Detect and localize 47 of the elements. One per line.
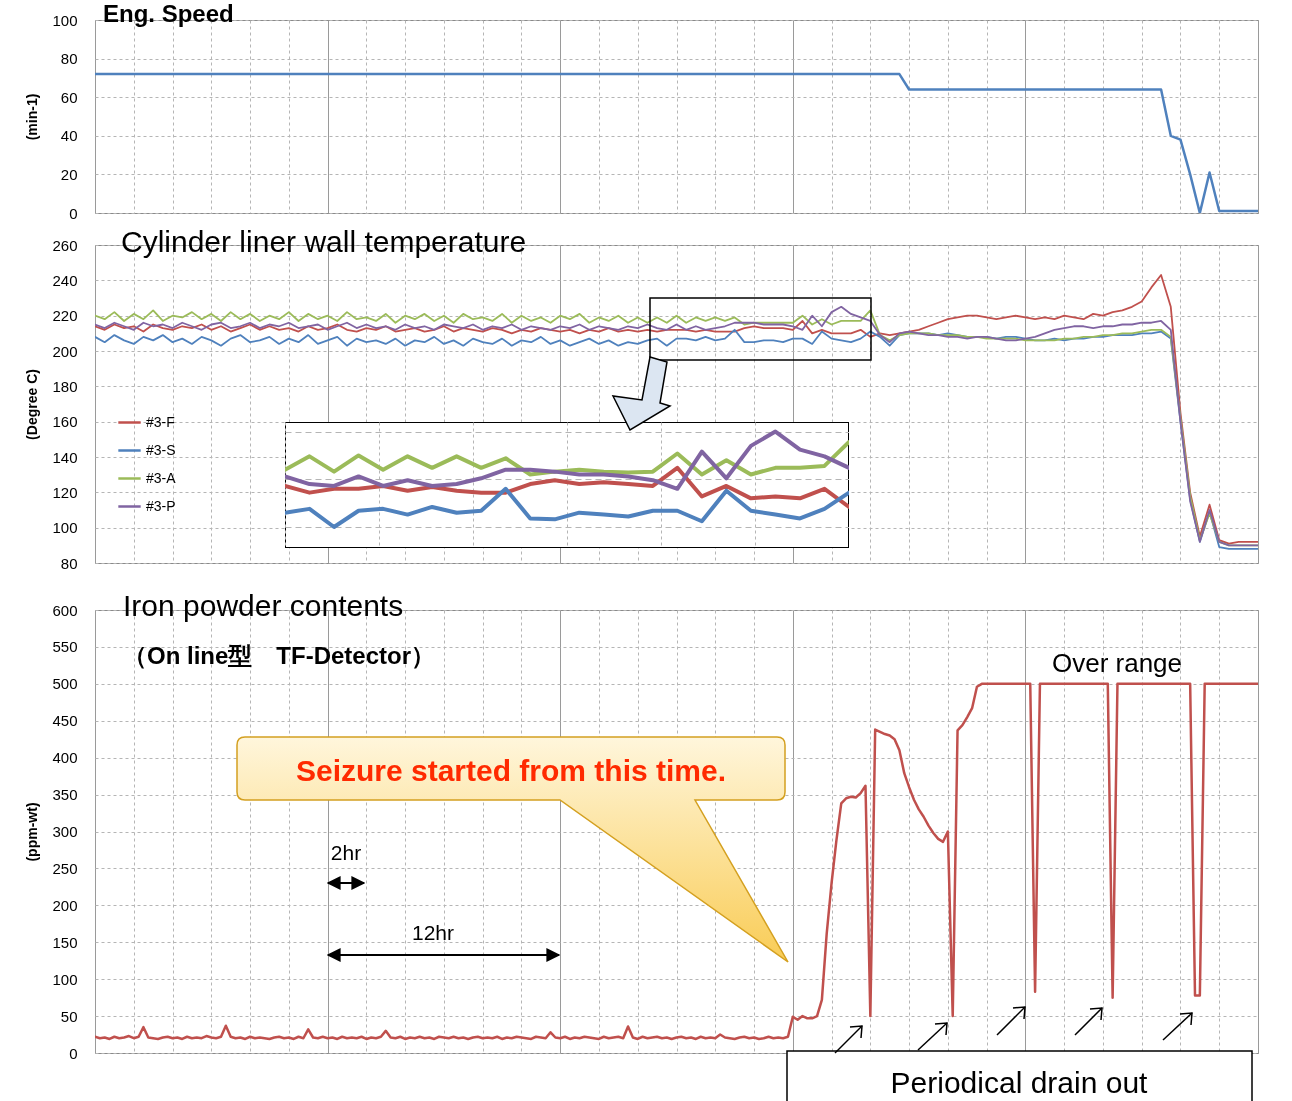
y-tick-label: 20 [60,165,78,183]
chart-title: Iron powder contents [123,589,404,622]
y-tick-label: 260 [52,236,78,254]
y-tick-label: 60 [60,88,78,106]
y-tick-label: 240 [52,271,78,289]
y-tick-label: 200 [52,896,78,914]
y-tick-label: 500 [52,675,78,693]
y-tick-label: 600 [52,601,78,619]
annotation: Over range [1051,648,1183,678]
line-series [95,682,1258,1041]
y-tick-label: 450 [52,712,78,730]
annotation: 12hr [411,921,455,944]
text: Periodical drain out [890,1066,1149,1099]
y-tick-label: 150 [52,933,78,951]
y-tick-label: 100 [52,970,78,988]
y-tick-label: 120 [52,483,78,501]
y-tick-label: 200 [52,342,78,360]
y-tick-label: 300 [52,823,78,840]
y-tick-label: 100 [52,519,78,537]
text: （On line型 TF-Detector） [123,642,436,669]
y-tick-label: 350 [52,786,78,804]
y-tick-label: 50 [60,1007,78,1025]
y-axis-title: (min-1) [24,93,41,141]
legend-label: #3-A [146,469,177,486]
y-tick-label: 140 [52,448,78,466]
annotation: Seizure started from this time. [295,754,727,787]
y-axis-title: (ppm-wt) [24,802,41,862]
y-tick-label: 80 [60,50,78,68]
line-series [95,72,1258,213]
y-tick-label: 250 [52,859,78,877]
legend-label: #3-S [146,441,176,458]
y-tick-label: 550 [52,638,78,656]
legend-label: #3-P [146,497,176,514]
y-tick-label: 220 [52,307,78,325]
y-tick-label: 0 [69,204,78,222]
y-axis-title: (Degree C) [24,369,41,440]
y-tick-label: 40 [60,127,78,145]
y-tick-label: 100 [52,11,78,29]
annotation: 2hr [330,841,362,864]
y-tick-label: 160 [52,413,78,431]
y-tick-label: 80 [60,554,78,572]
chart-title: Cylinder liner wall temperature [121,225,527,258]
y-tick-label: 400 [52,749,78,767]
y-tick-label: 180 [52,377,78,395]
legend-label: #3-F [146,413,175,430]
chart-title: Eng. Speed [103,0,234,27]
y-tick-label: 0 [69,1044,78,1062]
